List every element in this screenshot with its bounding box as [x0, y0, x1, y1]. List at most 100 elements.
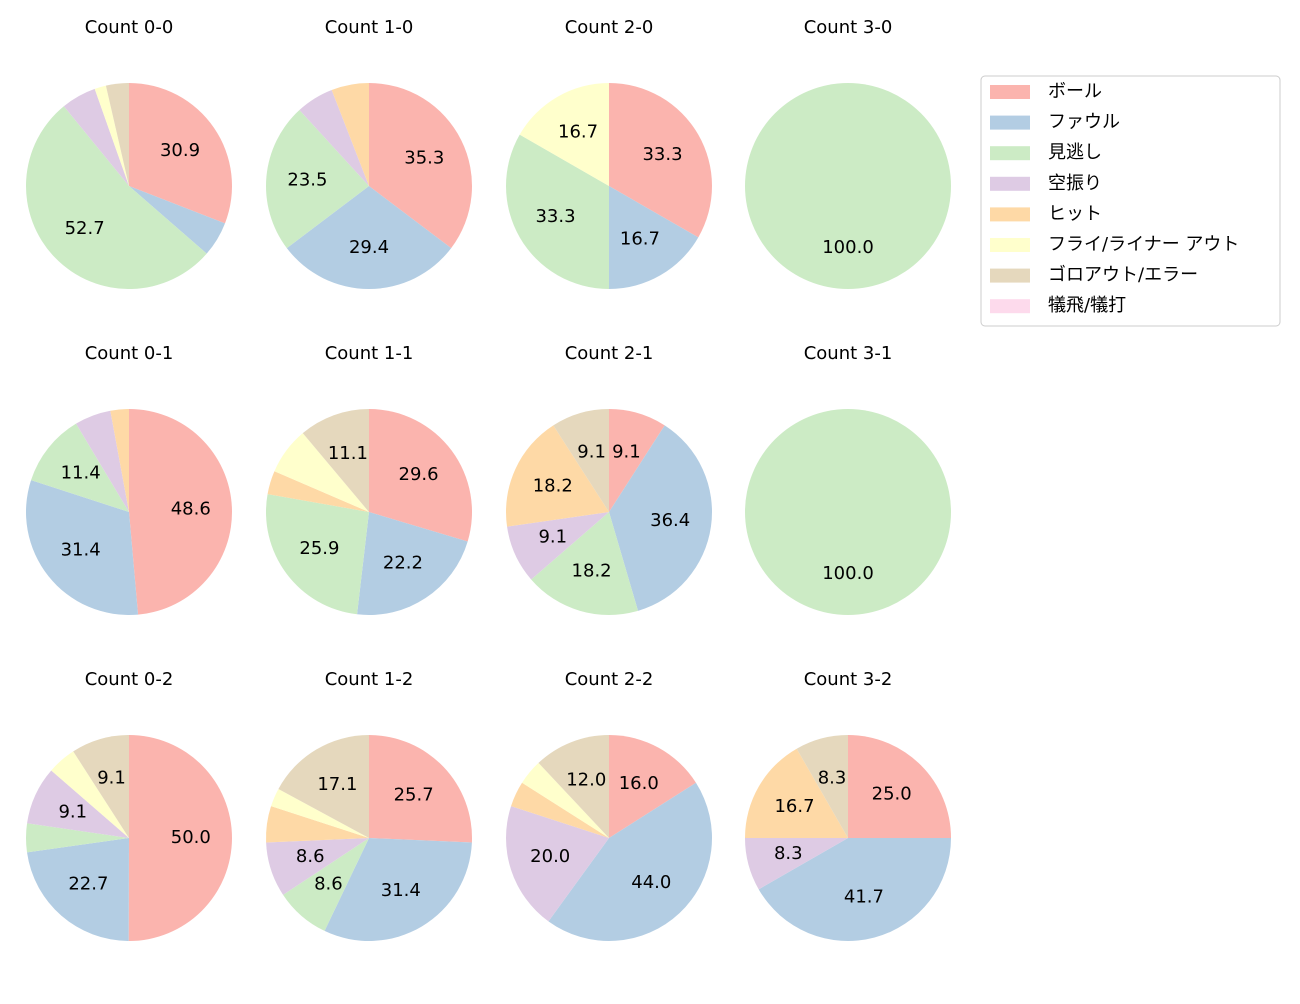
pie-slice	[609, 186, 699, 289]
pie-slice	[110, 409, 129, 512]
pie-slice	[26, 823, 130, 853]
pie-slice	[796, 735, 848, 838]
pie-slice	[63, 88, 129, 186]
pie-slice	[745, 83, 951, 289]
pie-slice	[506, 806, 609, 922]
pie-slice	[848, 735, 951, 838]
slice-label: 25.0	[872, 783, 912, 804]
slice-label: 8.3	[818, 767, 847, 788]
slice-label: 9.1	[577, 442, 606, 463]
legend-label: ボール	[1048, 81, 1102, 102]
pie-slice	[76, 410, 129, 512]
slice-label: 50.0	[171, 827, 211, 848]
pie-slice	[26, 480, 139, 615]
legend-swatch	[990, 207, 1030, 222]
pie-slice	[538, 735, 609, 838]
slice-label: 16.7	[620, 228, 660, 249]
legend-box	[980, 75, 1281, 327]
legend-swatch	[990, 268, 1030, 283]
pie-slice	[369, 83, 472, 249]
legend-swatch	[990, 299, 1030, 314]
pie-slice	[283, 838, 369, 931]
chart-title: Count 0-1	[85, 343, 174, 364]
pie-slice	[369, 735, 472, 843]
pie-slice	[548, 782, 712, 941]
slice-label: 100.0	[822, 237, 874, 258]
slice-label: 36.4	[650, 510, 690, 531]
slice-label: 12.0	[566, 770, 606, 791]
pie-slice	[51, 751, 129, 838]
legend-swatch	[990, 85, 1030, 99]
slice-label: 29.6	[399, 464, 439, 485]
legend-swatch	[990, 146, 1030, 161]
pie-slice	[266, 838, 369, 895]
pie-slice	[531, 512, 639, 615]
slice-label: 16.0	[619, 773, 659, 794]
slice-label: 29.4	[349, 237, 389, 258]
pie-slice	[553, 409, 609, 512]
pie-slice	[745, 748, 848, 838]
slice-label: 8.3	[774, 843, 803, 864]
pie-slice	[26, 106, 207, 289]
slice-label: 9.1	[538, 527, 567, 548]
legend-swatch	[990, 238, 1030, 252]
pie-slice	[369, 409, 472, 542]
legend-label: 犠飛/犠打	[1048, 295, 1126, 316]
pie-slice	[129, 186, 226, 254]
chart-title: Count 3-2	[804, 669, 893, 690]
slice-label: 8.6	[314, 874, 343, 895]
legend-label: ゴロアウト/エラー	[1048, 265, 1198, 286]
pie-slice	[73, 735, 129, 838]
pie-slice	[129, 409, 232, 615]
slice-label: 25.7	[394, 784, 434, 805]
pie-slice	[128, 735, 232, 941]
pie-slice	[274, 433, 369, 512]
pie-slice	[357, 512, 468, 615]
pie-slice	[27, 838, 129, 941]
pie-slice	[609, 409, 665, 512]
pie-slice	[609, 735, 696, 838]
slice-label: 20.0	[530, 846, 570, 867]
legend-label: 空振り	[1048, 173, 1102, 194]
pie-slice	[324, 838, 472, 942]
legend-swatch	[990, 176, 1030, 191]
slice-label: 41.7	[844, 887, 884, 908]
legend-label: 見逃し	[1048, 142, 1102, 163]
pie-slice	[609, 83, 712, 238]
slice-label: 22.7	[68, 874, 108, 895]
slice-label: 18.2	[533, 475, 573, 496]
slice-label: 31.4	[61, 539, 101, 560]
pie-slice	[745, 838, 848, 890]
slice-label: 9.1	[58, 801, 87, 822]
slice-label: 9.1	[612, 442, 641, 463]
legend-label: フライ/ライナー アウト	[1048, 234, 1239, 255]
slice-label: 30.9	[160, 140, 200, 161]
pie-slice	[522, 762, 609, 838]
chart-title: Count 3-0	[804, 17, 893, 38]
slice-label: 16.7	[558, 122, 598, 143]
pie-slice	[299, 89, 369, 186]
legend-swatch	[990, 115, 1030, 130]
slice-label: 22.2	[383, 553, 423, 574]
pie-slice	[27, 770, 130, 838]
chart-title: Count 0-0	[85, 17, 174, 38]
slice-label: 48.6	[171, 498, 211, 519]
slice-label: 33.3	[535, 206, 575, 227]
slice-label: 11.4	[61, 463, 101, 484]
pie-slice	[266, 110, 369, 249]
pie-slice	[31, 423, 129, 512]
chart-title: Count 2-2	[565, 669, 654, 690]
chart-title: Count 1-1	[325, 343, 414, 364]
pie-slice	[278, 735, 369, 838]
slice-label: 35.3	[404, 147, 444, 168]
pie-slice	[758, 838, 951, 941]
pie-slice	[331, 83, 369, 186]
chart-title: Count 1-2	[325, 669, 414, 690]
pie-slice	[129, 83, 233, 224]
slice-label: 8.6	[296, 846, 325, 867]
slice-label: 33.3	[642, 144, 682, 165]
slice-label: 18.2	[572, 560, 612, 581]
chart-title: Count 0-2	[85, 669, 174, 690]
pie-slice	[511, 782, 609, 838]
